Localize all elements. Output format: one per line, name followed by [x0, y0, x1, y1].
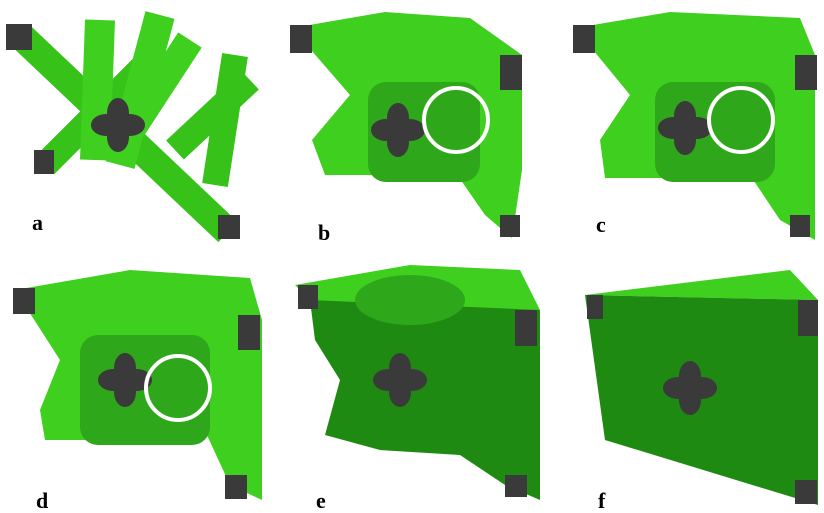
- panel-a-render: [6, 15, 250, 239]
- panel-label: f: [598, 488, 606, 513]
- panel-label: c: [596, 212, 606, 237]
- panel-f-render: [585, 270, 818, 505]
- panel-c-render: [573, 12, 817, 240]
- figure: a b c d e f: [0, 0, 824, 513]
- panel-label: e: [316, 488, 326, 513]
- panel-label: b: [318, 220, 330, 245]
- page: {"panels": [{"label": "a"}, {"label": "b…: [0, 0, 824, 513]
- panel-label: a: [32, 210, 43, 235]
- panel-d-render: [13, 270, 262, 500]
- panel-b-render: [290, 12, 522, 238]
- panel-label: d: [36, 488, 48, 513]
- panel-e-render: [295, 265, 540, 500]
